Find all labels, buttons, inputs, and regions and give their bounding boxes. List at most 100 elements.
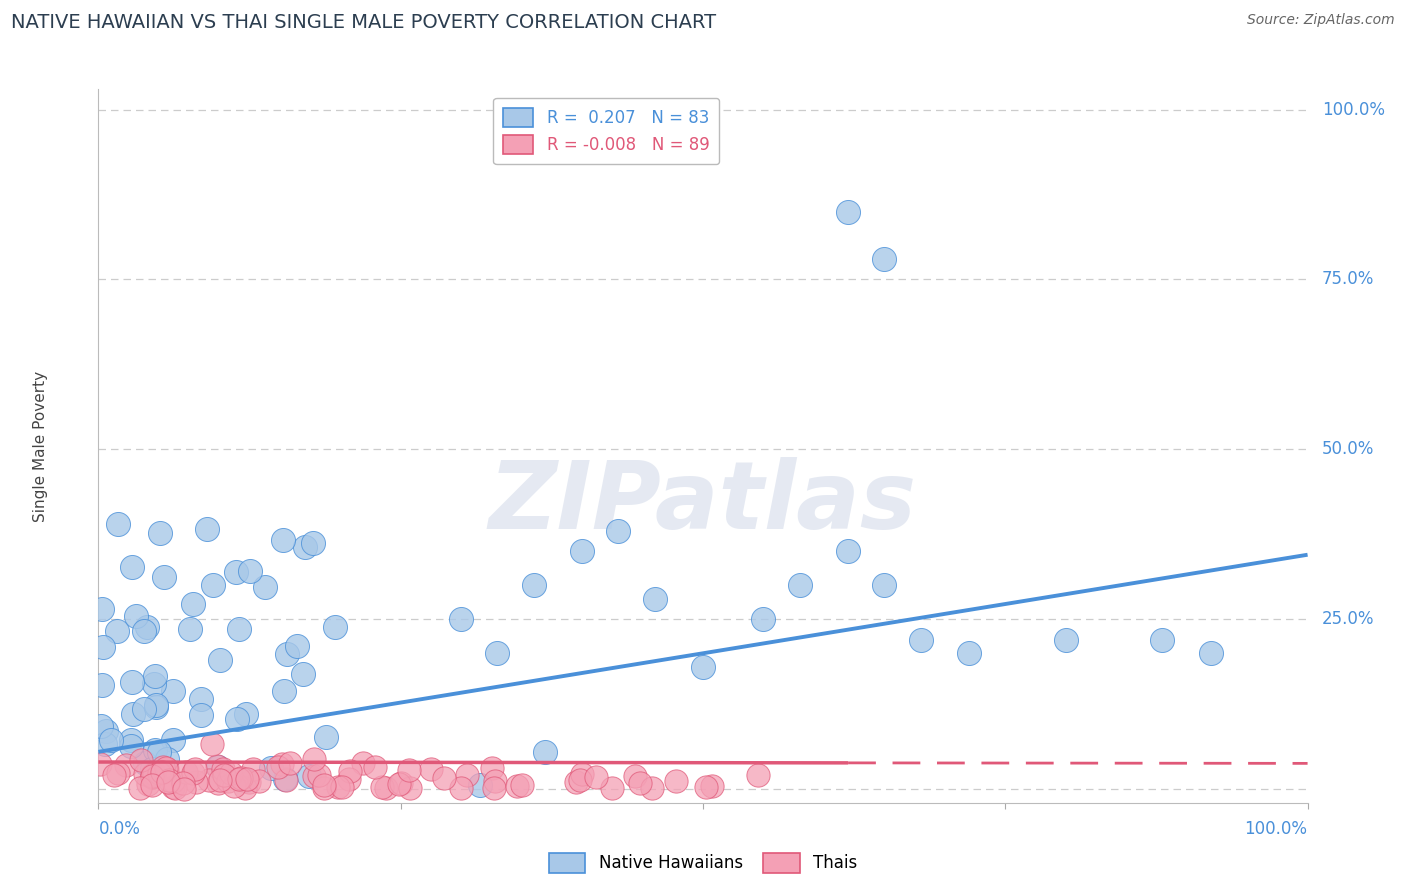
Point: [120, 733, 142, 747]
Point: [873, 578, 896, 592]
Point: [156, 751, 179, 765]
Point: [142, 766, 165, 780]
Point: [141, 770, 163, 784]
Point: [1054, 632, 1077, 647]
Point: [571, 767, 593, 781]
Point: [242, 762, 264, 776]
Point: [291, 666, 314, 681]
Point: [628, 776, 651, 790]
Point: [352, 756, 374, 771]
Point: [152, 759, 174, 773]
Point: [100, 732, 122, 747]
Point: [91, 640, 114, 654]
Point: [150, 764, 173, 779]
Point: [298, 769, 321, 783]
Point: [165, 780, 187, 795]
Point: [228, 622, 250, 636]
Point: [201, 577, 224, 591]
Point: [692, 660, 714, 674]
Point: [873, 252, 896, 266]
Point: [173, 781, 195, 796]
Text: 25.0%: 25.0%: [1322, 610, 1375, 628]
Point: [569, 772, 592, 787]
Legend: R =  0.207   N = 83, R = -0.008   N = 89: R = 0.207 N = 83, R = -0.008 N = 89: [494, 97, 720, 164]
Point: [231, 771, 253, 785]
Point: [624, 768, 647, 782]
Point: [207, 776, 229, 790]
Point: [254, 580, 277, 594]
Point: [208, 653, 231, 667]
Point: [1199, 646, 1222, 660]
Point: [337, 772, 360, 787]
Point: [225, 565, 247, 579]
Point: [162, 733, 184, 747]
Point: [134, 756, 156, 771]
Point: [121, 559, 143, 574]
Point: [148, 766, 170, 780]
Point: [399, 781, 422, 796]
Point: [510, 778, 533, 792]
Point: [328, 780, 350, 794]
Text: Source: ZipAtlas.com: Source: ZipAtlas.com: [1247, 13, 1395, 28]
Point: [222, 779, 245, 793]
Point: [468, 778, 491, 792]
Point: [752, 612, 775, 626]
Point: [141, 778, 163, 792]
Point: [398, 763, 420, 777]
Point: [308, 767, 330, 781]
Point: [90, 718, 112, 732]
Point: [837, 544, 859, 558]
Point: [285, 639, 308, 653]
Point: [207, 760, 229, 774]
Point: [141, 762, 163, 776]
Point: [323, 620, 346, 634]
Point: [278, 756, 301, 770]
Point: [534, 745, 557, 759]
Point: [132, 624, 155, 638]
Point: [201, 737, 224, 751]
Point: [107, 765, 129, 780]
Point: [233, 773, 256, 788]
Point: [273, 772, 295, 787]
Point: [115, 758, 138, 772]
Point: [89, 756, 111, 771]
Text: 100.0%: 100.0%: [1244, 820, 1308, 838]
Point: [239, 565, 262, 579]
Point: [276, 647, 298, 661]
Point: [304, 769, 326, 783]
Point: [271, 533, 294, 547]
Point: [957, 646, 980, 660]
Point: [450, 780, 472, 795]
Point: [294, 540, 316, 554]
Point: [450, 612, 472, 626]
Point: [484, 774, 506, 789]
Point: [162, 780, 184, 794]
Point: [157, 773, 180, 788]
Point: [120, 739, 142, 754]
Point: [91, 677, 114, 691]
Point: [94, 738, 117, 752]
Point: [212, 768, 235, 782]
Point: [585, 770, 607, 784]
Point: [375, 781, 398, 796]
Point: [198, 773, 221, 788]
Point: [339, 764, 361, 778]
Point: [148, 745, 170, 759]
Point: [312, 779, 335, 793]
Point: [143, 669, 166, 683]
Point: [136, 777, 159, 791]
Point: [389, 776, 412, 790]
Point: [134, 702, 156, 716]
Text: Single Male Poverty: Single Male Poverty: [32, 370, 48, 522]
Point: [235, 706, 257, 721]
Point: [157, 775, 180, 789]
Text: ZIPatlas: ZIPatlas: [489, 457, 917, 549]
Point: [186, 774, 208, 789]
Text: 75.0%: 75.0%: [1322, 270, 1375, 288]
Point: [260, 761, 283, 775]
Point: [226, 712, 249, 726]
Point: [506, 779, 529, 793]
Legend: Native Hawaiians, Thais: Native Hawaiians, Thais: [543, 847, 863, 880]
Point: [314, 781, 336, 796]
Point: [695, 780, 717, 794]
